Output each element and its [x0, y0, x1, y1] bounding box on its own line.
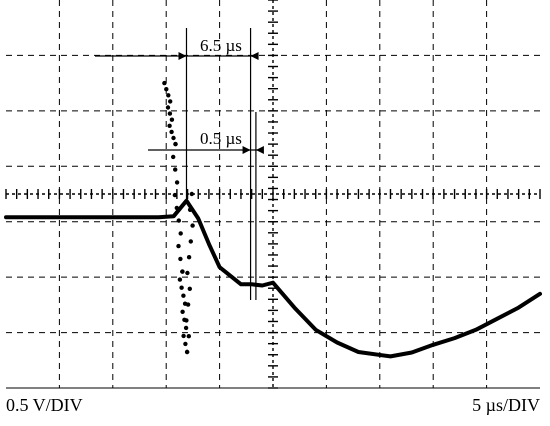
spike-dot [187, 207, 193, 212]
graticule [5, 0, 541, 389]
spike-dots [162, 80, 195, 355]
spike-dot [174, 205, 179, 211]
spike-dot [186, 255, 192, 260]
spike-dot [173, 167, 178, 172]
spike-dot [184, 349, 190, 355]
spike-dot [173, 141, 178, 147]
spike-dot [181, 293, 186, 298]
annotation-label-0-5us: 0.5 µs [200, 129, 242, 148]
spike-dot [176, 243, 181, 249]
spike-dot [185, 270, 190, 276]
spike-dot [186, 334, 191, 339]
spike-dot [178, 231, 183, 236]
spike-dot [172, 192, 178, 198]
arrowhead-right [250, 52, 259, 60]
spike-dot [179, 285, 184, 290]
horizontal-scale-label: 5 µs/DIV [472, 395, 540, 415]
spike-dot [181, 333, 186, 339]
timing-annotations: 6.5 µs 0.5 µs [95, 28, 264, 300]
spike-dot [183, 341, 188, 347]
spike-dot [166, 93, 171, 98]
arrowhead-left [178, 52, 187, 60]
spike-dot [176, 218, 181, 223]
spike-dot [177, 277, 183, 282]
spike-dot [180, 269, 185, 274]
annotation-label-6-5us: 6.5 µs [200, 36, 242, 55]
spike-dot [169, 117, 175, 122]
spike-dot [189, 191, 194, 197]
arrowhead-left-small [242, 146, 251, 154]
vertical-scale-label: 0.5 V/DIV [6, 395, 83, 415]
spike-dot [174, 180, 180, 185]
spike-dot [168, 99, 173, 104]
spike-dot [167, 123, 172, 128]
spike-dot [178, 256, 183, 262]
spike-dot [180, 309, 185, 314]
spike-dot [190, 223, 195, 228]
spike-dot [183, 325, 189, 331]
waveform-trace [4, 198, 542, 359]
waveform-line [4, 198, 542, 359]
spike-dot [184, 318, 189, 323]
spike-dot [171, 154, 176, 160]
spike-dot [187, 286, 192, 291]
spike-dot [185, 302, 191, 307]
spike-dot [165, 105, 171, 110]
arrowhead-right-small [255, 146, 264, 154]
spike-dot [188, 239, 193, 244]
spike-dot [164, 87, 169, 92]
spike-dot [167, 111, 173, 116]
spike-dot [169, 129, 174, 135]
spike-dot [162, 80, 167, 86]
spike-dot [171, 135, 176, 141]
